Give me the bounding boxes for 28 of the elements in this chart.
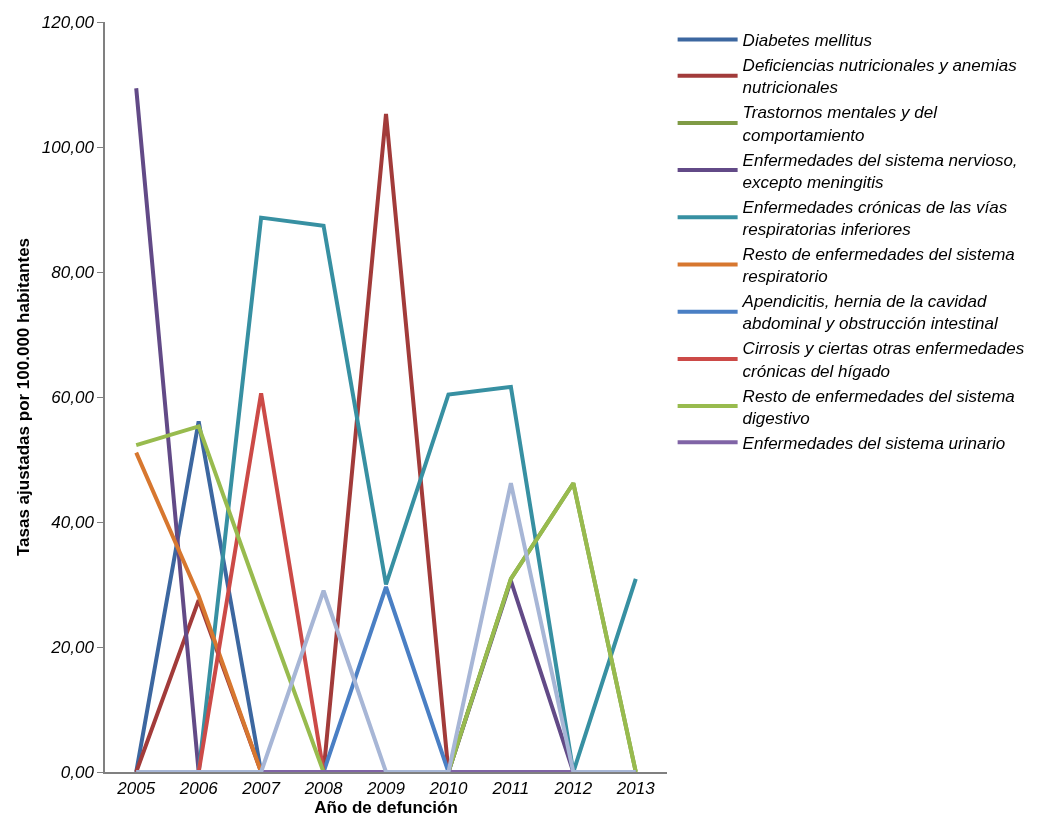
legend-label: Deficiencias nutricionales y anemias nutricionales <box>742 56 1018 98</box>
y-tick-label: 60,00 <box>51 387 95 407</box>
legend-label: Enfermedades crónicas de las vías respiratorias inferiores <box>742 197 1008 239</box>
x-tick-label: 2011 <box>491 779 530 799</box>
y-tick-label: 40,00 <box>51 512 95 532</box>
y-tick-label: 120,00 <box>41 12 95 32</box>
y-tick-label: 20,00 <box>50 637 95 657</box>
x-tick-label: 2007 <box>241 779 281 799</box>
x-tick-label: 2012 <box>553 779 593 799</box>
x-axis-title: Año de defunción <box>314 798 458 818</box>
y-tick-label: 0,00 <box>60 762 95 782</box>
x-tick-label: 2006 <box>178 779 219 799</box>
y-tick-label: 100,00 <box>41 137 95 157</box>
x-tick-label: 2009 <box>366 779 406 799</box>
legend-label: Enfermedades del sistema urinario <box>742 433 1006 453</box>
y-axis-title: Tasas ajustadas por 100.000 habitantes <box>13 237 33 557</box>
legend-label: Enfermedades del sistema nervioso, excepto meningitis <box>742 150 1018 192</box>
legend-label: Diabetes mellitus <box>742 31 873 51</box>
x-tick-label: 2008 <box>303 779 344 799</box>
x-tick-label: 2010 <box>428 779 468 799</box>
legend-label: Resto de enfermedades del sistema respiratorio <box>742 245 1015 287</box>
legend-label: Cirrosis y ciertas otras enfermedades crónicas del hígado <box>742 339 1025 381</box>
legend-label: Trastornos mentales y del comportamiento <box>742 103 939 145</box>
y-tick-label: 80,00 <box>51 262 95 282</box>
x-tick-label: 2013 <box>615 779 656 799</box>
x-tick-label: 2005 <box>116 779 156 799</box>
legend-label: Apendicitis, hernia de la cavidad abdominal y obstrucción intestinal <box>741 292 999 334</box>
legend-label: Resto de enfermedades del sistema digestivo <box>742 386 1015 428</box>
